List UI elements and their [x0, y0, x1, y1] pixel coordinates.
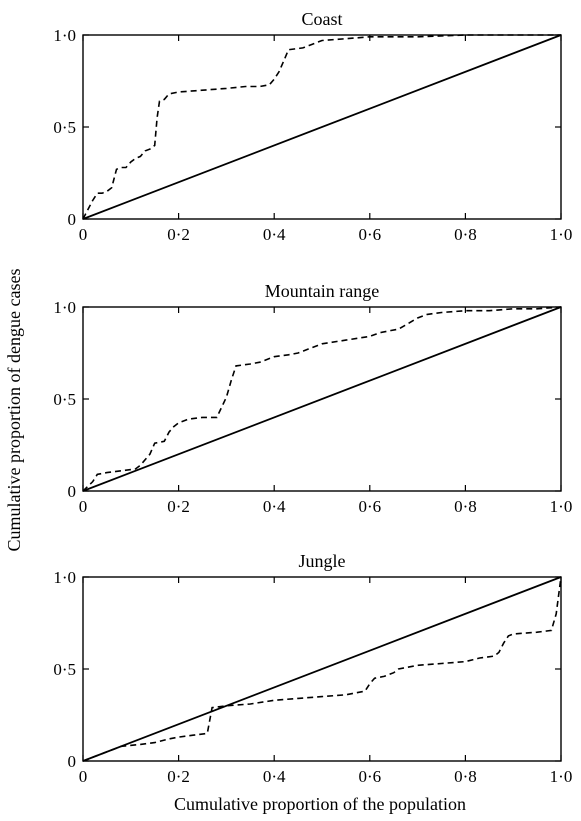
x-tick-label: 0·4 [263, 767, 286, 786]
x-tick-label: 1·0 [550, 225, 573, 244]
x-tick-label: 0·4 [263, 497, 286, 516]
figure-x-axis-label: Cumulative proportion of the population [174, 794, 466, 814]
x-tick-label: 1·0 [550, 497, 573, 516]
x-tick-label: 0 [79, 767, 88, 786]
figure-y-axis-label: Cumulative proportion of dengue cases [4, 269, 24, 552]
x-tick-label: 0·8 [454, 497, 477, 516]
x-tick-label: 0·2 [167, 767, 190, 786]
x-tick-label: 0·4 [263, 225, 286, 244]
x-tick-label: 0·2 [167, 225, 190, 244]
x-tick-label: 1·0 [550, 767, 573, 786]
x-tick-label: 0·8 [454, 225, 477, 244]
y-tick-label: 1·0 [53, 568, 76, 587]
chart-panel-1: Coast 0 0·2 0·4 0·6 0·8 1·0 0 0·5 1·0 [53, 9, 572, 244]
chart-panel-3: Jungle 0 0·2 0·4 0·6 0·8 1·0 0 0·5 1·0 [53, 551, 572, 786]
y-tick-label: 1·0 [53, 298, 76, 317]
panel-title: Jungle [299, 551, 346, 571]
panel-title: Mountain range [265, 281, 379, 301]
x-tick-label: 0·6 [358, 767, 381, 786]
lorenz-curve-line [82, 576, 562, 762]
y-tick-label: 0 [68, 210, 77, 229]
equality-line [82, 306, 562, 492]
equality-line [82, 34, 562, 220]
y-tick-label: 0·5 [53, 118, 76, 137]
y-tick-label: 0 [68, 752, 77, 771]
y-tick-label: 0·5 [53, 660, 76, 679]
x-tick-label: 0 [79, 497, 88, 516]
x-tick-label: 0·2 [167, 497, 190, 516]
y-tick-label: 0 [68, 482, 77, 501]
x-tick-label: 0·6 [358, 497, 381, 516]
x-tick-label: 0 [79, 225, 88, 244]
lorenz-curve-line [82, 306, 562, 492]
y-tick-label: 0·5 [53, 390, 76, 409]
panel-title: Coast [301, 9, 342, 29]
x-tick-label: 0·6 [358, 225, 381, 244]
equality-line [82, 576, 562, 762]
chart-panel-2: Mountain range 0 0·2 0·4 0·6 0·8 1·0 0 0·5 1·0 [53, 281, 572, 516]
x-tick-label: 0·8 [454, 767, 477, 786]
lorenz-curve-line [82, 34, 561, 220]
y-tick-label: 1·0 [53, 26, 76, 45]
